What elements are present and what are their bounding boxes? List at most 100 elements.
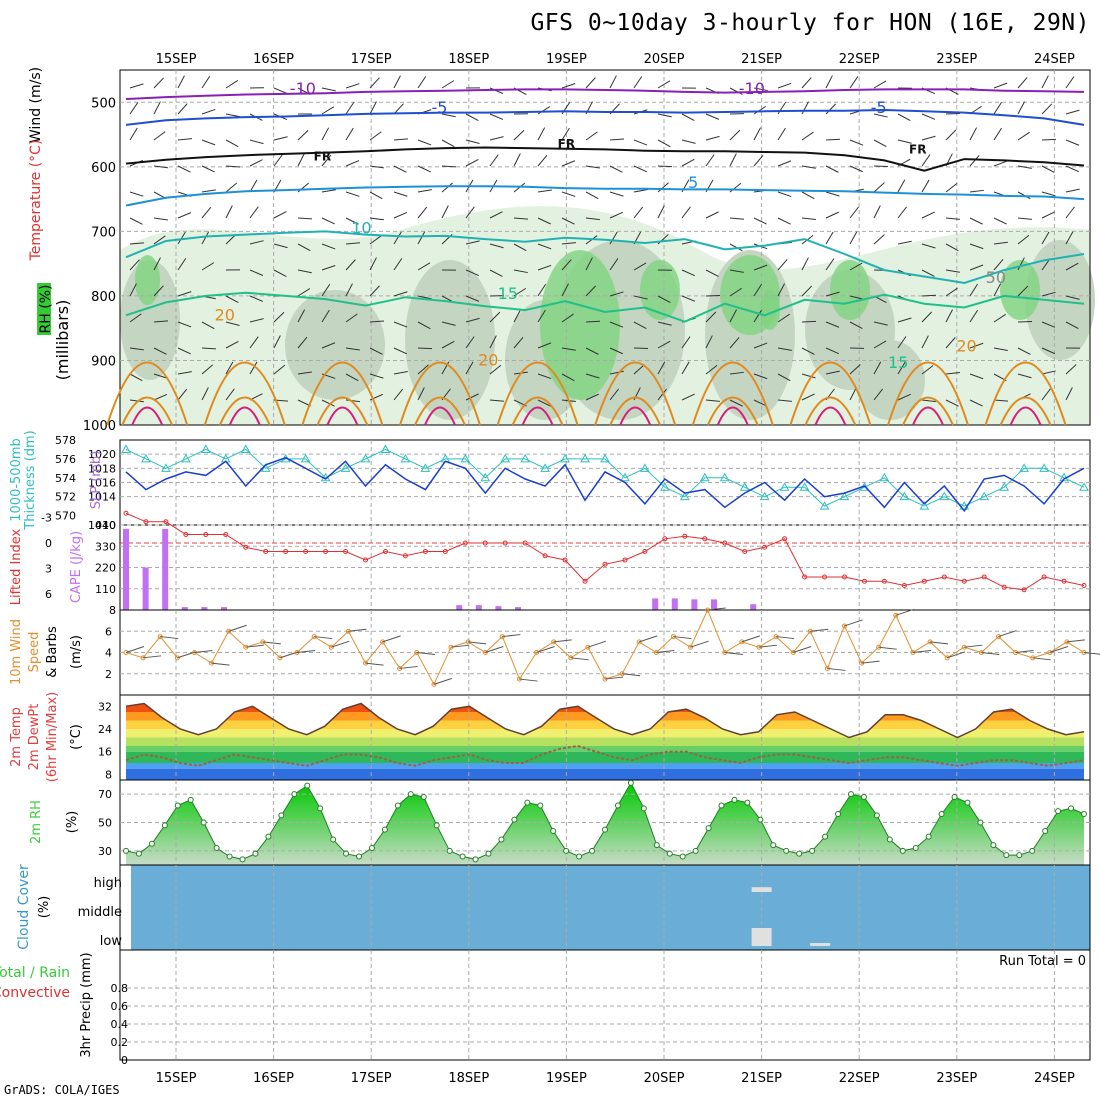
wind-barb	[297, 129, 309, 141]
thickness-point	[540, 463, 550, 472]
wind-barb	[753, 105, 767, 115]
slp-tick-label: 1014	[88, 491, 116, 504]
wind-barb	[705, 269, 719, 277]
wind-barb	[753, 154, 764, 167]
wind-barb	[129, 242, 144, 245]
thickness-point	[560, 453, 570, 463]
wind-barb	[585, 320, 601, 323]
wind-barb	[993, 101, 1002, 115]
wind-barb	[465, 393, 479, 401]
wind-barb	[465, 159, 479, 167]
wind-barb-10m	[878, 646, 897, 650]
precip-tick-label: 0.8	[111, 982, 129, 995]
rh-point	[485, 850, 492, 857]
thickness-point	[400, 453, 411, 463]
wind-barb	[249, 206, 259, 219]
li-point	[1001, 584, 1007, 590]
wind-barb	[705, 154, 715, 167]
wind-barb	[633, 139, 648, 146]
wind-barb	[393, 231, 402, 245]
wind-barb	[561, 191, 576, 197]
wind-barb	[489, 136, 504, 141]
isotherm-20	[203, 361, 286, 426]
isotherm-20-inner	[121, 396, 174, 426]
wind-barb	[561, 217, 575, 225]
wind-barb	[1041, 388, 1051, 401]
thickness-point	[620, 472, 630, 482]
wind-barb	[177, 291, 192, 297]
wind-barb	[393, 165, 407, 173]
wind-barb	[249, 318, 264, 323]
wind-barb	[585, 373, 600, 379]
thickness-point	[979, 491, 990, 501]
wind-barb-10m	[399, 665, 418, 669]
rh-point	[368, 845, 375, 851]
cross-section-frame	[119, 69, 1091, 426]
temp-band	[126, 763, 1084, 769]
rh-point	[1016, 852, 1023, 859]
wind-barb	[561, 283, 569, 297]
wind-barb	[177, 103, 188, 115]
wind-barb-10m	[1015, 650, 1034, 653]
rh-point	[356, 853, 363, 860]
wind-barb	[561, 242, 576, 245]
bottom-day-label: 21SEP	[741, 1071, 782, 1086]
wind-barb	[945, 217, 960, 220]
wind-barb	[225, 80, 239, 89]
bottom-day-label: 19SEP	[546, 1071, 587, 1086]
wind-barb	[441, 80, 455, 89]
li-line	[125, 512, 1085, 591]
rh-point	[1003, 852, 1010, 859]
rh-point	[873, 812, 880, 819]
top-day-label: 15SEP	[156, 52, 197, 67]
wind-barb	[345, 347, 360, 351]
wind-barb	[825, 258, 835, 271]
rh-point	[770, 842, 777, 849]
wind-barb	[369, 101, 377, 115]
wind-barb	[993, 347, 1008, 351]
isotherm-20	[789, 361, 872, 426]
rh-point	[809, 847, 816, 854]
cape-bar	[475, 605, 482, 610]
wind-barb-10m	[946, 651, 966, 659]
wind-barb	[513, 129, 525, 141]
wind-barb	[369, 285, 380, 297]
slp-tick-label: 1010	[88, 519, 116, 532]
thickness-point	[640, 463, 650, 472]
wind-barb-10m	[382, 635, 401, 643]
wind-barb	[393, 103, 404, 115]
thickness-point	[819, 501, 830, 510]
wind-barb	[609, 370, 624, 375]
wind-barb	[1017, 285, 1029, 297]
wind-barb-10m	[433, 677, 453, 685]
cape-bar	[123, 528, 129, 610]
wind-barb-10m	[245, 644, 264, 648]
rh-tick-label: 50	[98, 817, 112, 830]
wind-barb	[1017, 131, 1030, 141]
wind-barb	[729, 371, 744, 375]
wind-barb	[729, 153, 737, 167]
wind-barb	[585, 131, 598, 141]
thickness-point	[200, 444, 211, 453]
wind-barb	[537, 217, 551, 225]
wind-barb	[273, 269, 287, 277]
wind-barb-10m	[724, 652, 743, 655]
li-point	[642, 549, 648, 554]
slp-tick-label: 1016	[88, 477, 116, 490]
rh-point	[666, 850, 673, 857]
isotherm-20	[691, 361, 774, 426]
isotherm-15	[125, 291, 1085, 323]
bottom-day-label: 16SEP	[253, 1071, 294, 1086]
li-point	[283, 549, 289, 554]
wind-barb	[681, 139, 696, 144]
wind-barb	[705, 135, 720, 141]
wind-barb	[225, 388, 235, 401]
wind-barb	[489, 335, 497, 349]
wind-barb	[681, 206, 691, 219]
isotherm-20-inner	[902, 396, 954, 426]
thickness-point	[480, 472, 491, 482]
thickness-point	[699, 472, 710, 482]
wind-barb	[345, 373, 359, 382]
wind-barb	[1017, 347, 1031, 355]
wind-barb	[657, 139, 671, 148]
